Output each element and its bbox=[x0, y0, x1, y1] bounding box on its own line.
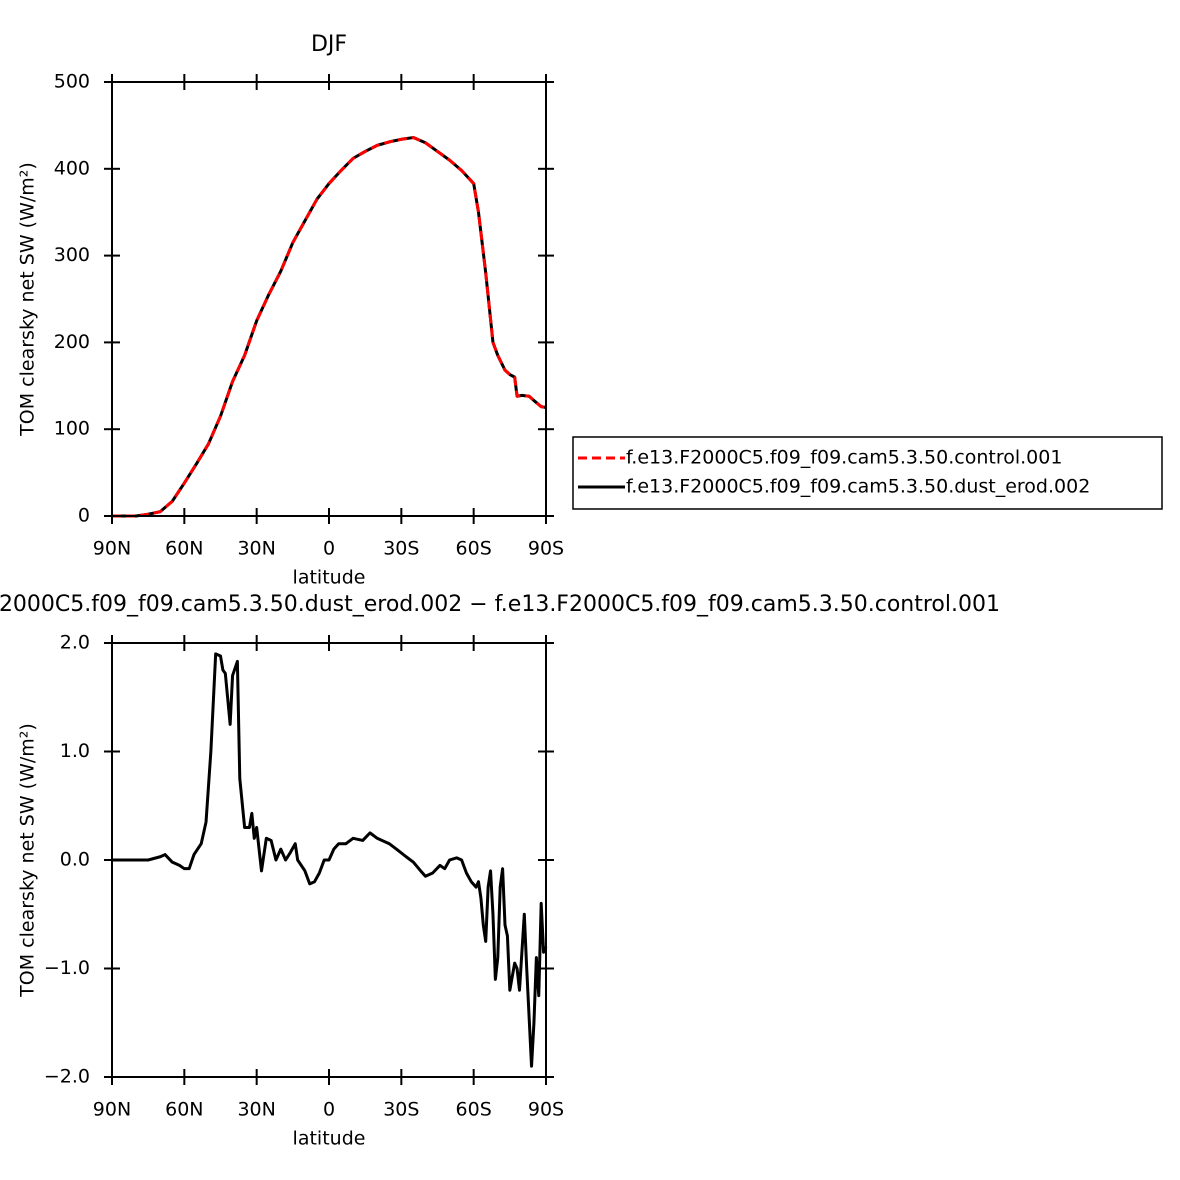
y-tick-label: 200 bbox=[54, 331, 90, 353]
y-tick-label: −2.0 bbox=[44, 1066, 90, 1088]
x-tick-label: 90S bbox=[528, 1099, 564, 1121]
x-tick-label: 30S bbox=[383, 538, 419, 560]
y-tick-label: 1.0 bbox=[60, 740, 90, 762]
data-line bbox=[112, 136, 547, 518]
y-tick-label: 300 bbox=[54, 244, 90, 266]
y-tick-label: 0 bbox=[78, 505, 90, 527]
data-line bbox=[112, 136, 547, 518]
y-tick-label: 2.0 bbox=[60, 632, 90, 654]
x-axis-label: latitude bbox=[293, 1128, 366, 1150]
x-tick-label: 90N bbox=[93, 1099, 131, 1121]
y-tick-label: −1.0 bbox=[44, 957, 90, 979]
x-tick-label: 60S bbox=[456, 538, 492, 560]
y-tick-label: 0.0 bbox=[60, 849, 90, 871]
y-axis-label: TOM clearsky net SW (W/m²) bbox=[17, 723, 39, 998]
x-tick-label: 90S bbox=[528, 538, 564, 560]
x-tick-label: 0 bbox=[323, 1099, 335, 1121]
x-tick-label: 0 bbox=[323, 538, 335, 560]
data-line bbox=[112, 652, 548, 1068]
plot-frame bbox=[111, 81, 547, 517]
x-tick-label: 60S bbox=[456, 1099, 492, 1121]
legend-label: f.e13.F2000C5.f09_f09.cam5.3.50.control.… bbox=[626, 447, 1062, 469]
y-axis-label: TOM clearsky net SW (W/m²) bbox=[17, 162, 39, 437]
legend-label: f.e13.F2000C5.f09_f09.cam5.3.50.dust_ero… bbox=[626, 476, 1090, 498]
x-tick-label: 60N bbox=[165, 1099, 203, 1121]
x-tick-label: 30N bbox=[237, 538, 275, 560]
x-tick-label: 30S bbox=[383, 1099, 419, 1121]
y-tick-label: 400 bbox=[54, 157, 90, 179]
chart-title: f.e13.F2000C5.f09_f09.cam5.3.50.dust_ero… bbox=[0, 592, 1000, 617]
y-tick-label: 500 bbox=[54, 71, 90, 93]
legend-box bbox=[572, 436, 1163, 510]
x-tick-label: 60N bbox=[165, 538, 203, 560]
y-tick-label: 100 bbox=[54, 418, 90, 440]
x-tick-label: 30N bbox=[237, 1099, 275, 1121]
x-axis-label: latitude bbox=[293, 567, 366, 589]
x-tick-label: 90N bbox=[93, 538, 131, 560]
chart-title: DJF bbox=[311, 32, 347, 57]
